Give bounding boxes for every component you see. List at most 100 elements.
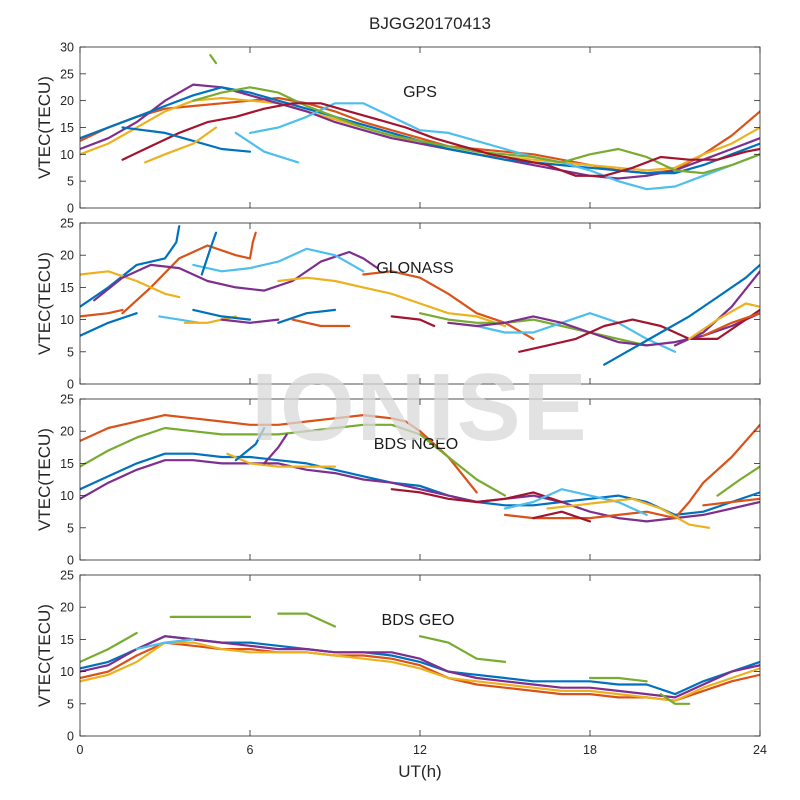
series-line-3 <box>80 459 760 523</box>
series-line-8 <box>588 676 648 683</box>
series-line-9 <box>659 693 691 705</box>
series-line-3 <box>93 250 379 302</box>
series-line-9 <box>503 488 648 516</box>
series-line-5 <box>277 276 507 328</box>
panel-0: 0 5 10 15 20 25 30 VTEC(TECU) GPS <box>35 41 761 216</box>
series-line-22 <box>291 318 351 328</box>
y-axis-label: VTEC(TECU) <box>35 252 54 355</box>
y-tick-label: 25 <box>60 217 74 231</box>
series-line-0 <box>80 414 478 494</box>
series-line-8 <box>121 126 252 153</box>
series-line-5 <box>192 86 760 175</box>
series-line-19 <box>192 308 252 321</box>
series-line-6 <box>277 612 337 628</box>
series-line-7 <box>418 635 507 663</box>
series-line-9 <box>144 126 218 164</box>
y-tick-label: 5 <box>67 345 74 359</box>
series-group <box>80 225 760 366</box>
series-line-2 <box>80 452 760 516</box>
y-tick-label: 0 <box>67 378 74 392</box>
series-line-5 <box>234 426 266 462</box>
panel-annotation: GPS <box>403 84 437 101</box>
panels: 0 5 10 15 20 25 30 VTEC(TECU) GPS 0 5 10 15 20 25 VTEC(… <box>35 41 767 758</box>
y-tick-label: 10 <box>60 489 74 503</box>
plot-area <box>80 575 760 736</box>
series-line-10 <box>546 497 711 529</box>
y-tick-label: 5 <box>67 697 74 711</box>
series-group <box>80 612 760 705</box>
y-tick-label: 20 <box>60 425 74 439</box>
panel-annotation: BDS NGEO <box>374 436 458 453</box>
series-line-2 <box>80 83 760 180</box>
series-line-23 <box>200 231 218 276</box>
panel-2: 0 5 10 15 20 25 VTEC(TECU) BDS NGEO <box>35 393 761 568</box>
y-tick-label: 15 <box>60 121 74 135</box>
plot-area <box>80 47 760 208</box>
panel-3: 0 5 10 15 20 25 0 6 12 18 24 VTEC(TECU) BDS GEO <box>35 569 767 758</box>
y-tick-label: 10 <box>60 665 74 679</box>
series-line-0 <box>80 225 181 308</box>
series-line-4 <box>226 452 337 468</box>
series-line-13 <box>702 497 760 507</box>
y-tick-label: 20 <box>60 94 74 108</box>
series-line-6 <box>263 433 288 465</box>
series-group <box>80 414 760 529</box>
series-line-21 <box>277 308 337 324</box>
series-line-24 <box>390 315 436 328</box>
x-tick-label: 0 <box>77 743 84 757</box>
series-line-7 <box>209 54 218 65</box>
y-tick-label: 15 <box>60 633 74 647</box>
series-group <box>80 54 760 191</box>
series-line-8 <box>503 423 760 520</box>
series-line-3 <box>80 641 760 702</box>
y-tick-label: 0 <box>67 554 74 568</box>
y-tick-label: 5 <box>67 521 74 535</box>
series-line-10 <box>135 638 195 651</box>
y-tick-label: 25 <box>60 393 74 407</box>
series-line-4 <box>80 631 138 663</box>
series-line-8 <box>475 312 677 353</box>
series-line-20 <box>220 318 280 324</box>
series-line-4 <box>192 247 365 273</box>
series-line-11 <box>532 510 592 523</box>
y-axis-label: VTEC(TECU) <box>35 428 54 531</box>
x-axis-label: UT(h) <box>398 762 441 781</box>
panel-1: 0 5 10 15 20 25 VTEC(TECU) GLONASS <box>35 217 761 392</box>
series-line-6 <box>121 102 760 177</box>
y-tick-label: 15 <box>60 281 74 295</box>
y-tick-label: 20 <box>60 249 74 263</box>
series-line-7 <box>390 488 563 504</box>
series-line-1 <box>121 231 257 315</box>
y-tick-label: 25 <box>60 67 74 81</box>
series-line-12 <box>716 465 760 497</box>
x-tick-label: 6 <box>247 743 254 757</box>
y-axis-label: VTEC(TECU) <box>35 604 54 707</box>
plot-area <box>80 399 760 560</box>
series-line-18 <box>183 315 237 324</box>
y-axis-label: VTEC(TECU) <box>35 76 54 179</box>
x-tick-label: 18 <box>583 743 597 757</box>
series-line-1 <box>80 423 507 497</box>
y-tick-label: 20 <box>60 601 74 615</box>
series-line-16 <box>80 308 124 318</box>
panel-annotation: BDS GEO <box>382 612 455 629</box>
y-tick-label: 25 <box>60 569 74 583</box>
panel-annotation: GLONASS <box>376 260 453 277</box>
y-tick-label: 0 <box>67 202 74 216</box>
series-line-7 <box>418 312 648 347</box>
y-tick-label: 0 <box>67 730 74 744</box>
series-line-13 <box>688 302 760 340</box>
x-tick-label: 12 <box>413 743 427 757</box>
series-line-4 <box>248 102 760 191</box>
chart-title: BJGG20170413 <box>369 14 491 33</box>
watermark: IONISE <box>251 354 588 461</box>
y-tick-label: 10 <box>60 313 74 327</box>
y-tick-label: 30 <box>60 41 74 55</box>
series-line-2 <box>80 270 181 299</box>
series-line-10 <box>234 131 300 164</box>
series-line-11 <box>603 263 760 366</box>
series-line-10 <box>518 308 760 353</box>
y-tick-label: 15 <box>60 457 74 471</box>
series-line-14 <box>702 312 760 337</box>
